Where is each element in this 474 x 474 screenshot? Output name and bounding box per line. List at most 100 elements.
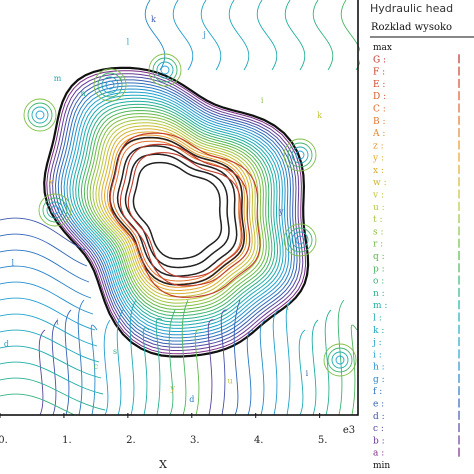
x-axis: 0. 1. 2. 3. 4. 5. bbox=[0, 413, 327, 446]
contour-line-north bbox=[172, 0, 194, 71]
legend-title: Hydraulic head bbox=[370, 2, 453, 15]
legend-entry: i : bbox=[373, 350, 382, 360]
contour-line-ring bbox=[86, 113, 267, 310]
legend-entry: q : bbox=[373, 252, 385, 262]
contour-line-west bbox=[0, 377, 106, 411]
plot-frame bbox=[0, 0, 359, 416]
legend-entry: a : bbox=[373, 449, 384, 459]
contour-line-south bbox=[324, 309, 332, 415]
contour-line-well bbox=[283, 138, 317, 172]
contour-label: l bbox=[127, 37, 130, 46]
contour-line-ring bbox=[60, 85, 293, 339]
contour-line-south bbox=[337, 299, 345, 415]
legend-entry: j : bbox=[372, 338, 382, 348]
region-boundary bbox=[43, 66, 310, 358]
legend-entry: C : bbox=[373, 105, 386, 115]
contour-line-south bbox=[129, 299, 137, 415]
contour-line-well bbox=[287, 142, 313, 168]
legend-entry: max bbox=[373, 43, 392, 53]
contour-line-well bbox=[295, 150, 305, 160]
contour-line-ring bbox=[69, 94, 284, 329]
contour-line-ring bbox=[95, 122, 259, 301]
contour-line-south bbox=[207, 319, 215, 415]
inner-red-contour bbox=[109, 132, 261, 298]
contour-line-well bbox=[38, 193, 72, 227]
contour-line-south bbox=[181, 299, 189, 415]
legend-entry: b : bbox=[373, 436, 385, 446]
legend-entries: max G : F : E : D : C : B : A : z : y : x : w : v : u… bbox=[372, 43, 460, 471]
contour-line-north bbox=[284, 0, 306, 71]
legend-entry: r : bbox=[373, 240, 383, 250]
inner-contour bbox=[124, 153, 230, 269]
x-tick-label: 3. bbox=[190, 435, 200, 446]
contour-line-ring bbox=[98, 125, 256, 298]
contour-label: m bbox=[54, 74, 62, 83]
contour-line-well bbox=[295, 235, 305, 245]
legend-entry: F : bbox=[373, 68, 385, 78]
contour-line-well bbox=[23, 98, 57, 132]
contour-line-well bbox=[327, 347, 353, 373]
contour-labels: k j l m n r i k x y l d i s c i u y i d bbox=[4, 15, 322, 404]
contour-label: k bbox=[151, 15, 156, 24]
contour-label: u bbox=[228, 377, 233, 386]
contour-line-ring bbox=[66, 91, 287, 332]
contour-line-ring bbox=[83, 109, 270, 314]
contour-line-south bbox=[311, 319, 319, 415]
x-tick-label: 5. bbox=[318, 435, 328, 446]
legend-entry: z : bbox=[373, 141, 384, 151]
contour-line-ring bbox=[101, 128, 253, 295]
contour-line-ring bbox=[72, 97, 281, 326]
contour-line-north bbox=[340, 0, 360, 71]
contour-line-ring bbox=[89, 116, 265, 307]
inner-red-contour bbox=[119, 143, 251, 287]
contour-line-west bbox=[0, 217, 86, 251]
contour-lines bbox=[0, 0, 360, 415]
contour-line-south bbox=[350, 324, 358, 415]
legend-entry: h : bbox=[373, 363, 385, 373]
contour-line-south bbox=[155, 317, 163, 415]
x-axis-label: X bbox=[159, 458, 167, 471]
contour-line-west bbox=[0, 249, 90, 283]
contour-label: i bbox=[56, 318, 59, 327]
legend-entry: o : bbox=[373, 277, 384, 287]
contour-line-well bbox=[46, 201, 64, 219]
legend-entry: l : bbox=[373, 314, 382, 324]
legend-entry: e : bbox=[373, 400, 384, 410]
contour-line-well bbox=[101, 76, 119, 94]
contour-line-well bbox=[31, 106, 49, 124]
contour-line-south bbox=[116, 309, 124, 415]
contour-line-well bbox=[93, 68, 127, 102]
x-tick-label: 1. bbox=[62, 435, 72, 446]
legend-entry: min bbox=[373, 461, 390, 471]
contour-line-west bbox=[0, 281, 94, 315]
legend-entry: s : bbox=[373, 227, 384, 237]
contour-line-west bbox=[0, 265, 92, 299]
legend-entry: y : bbox=[372, 154, 384, 164]
contour-line-well bbox=[105, 80, 115, 90]
contour-label: l bbox=[12, 259, 15, 268]
contour-line-well bbox=[97, 72, 123, 98]
inner-red-contour bbox=[127, 152, 243, 278]
legend-entry: d : bbox=[373, 412, 385, 422]
contour-line-south bbox=[220, 309, 228, 415]
contour-label: i bbox=[286, 303, 289, 312]
contour-line-ring bbox=[112, 140, 242, 282]
contour-line-west bbox=[0, 393, 76, 415]
contour-line-well bbox=[42, 197, 68, 223]
x-tick-label: 4. bbox=[254, 435, 264, 446]
legend-entry: x : bbox=[373, 166, 384, 176]
contour-line-well bbox=[35, 110, 45, 120]
legend-entry: t : bbox=[373, 215, 383, 225]
legend-entry: w : bbox=[373, 178, 387, 188]
contour-line-south bbox=[246, 329, 254, 415]
legend-subtitle: Rozklad wysoko bbox=[371, 22, 452, 33]
contour-line-south bbox=[64, 309, 72, 415]
contour-line-south bbox=[103, 319, 111, 415]
legend-entry: v : bbox=[372, 191, 384, 201]
contour-line-west bbox=[0, 233, 88, 267]
contour-label: d bbox=[4, 340, 9, 349]
contour-line-ring bbox=[52, 76, 301, 348]
contour-line-north bbox=[144, 0, 166, 71]
contour-line-south bbox=[259, 319, 267, 415]
